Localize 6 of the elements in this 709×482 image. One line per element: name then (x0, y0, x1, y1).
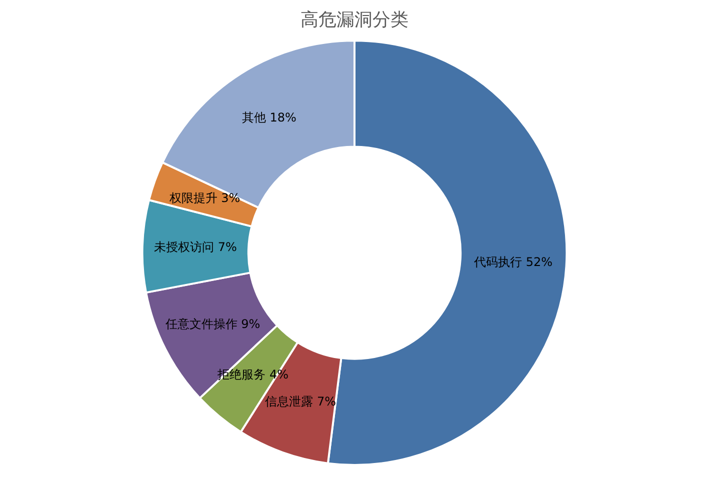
chart-title: 高危漏洞分类 (300, 9, 408, 30)
slice-label: 权限提升 3% (168, 191, 240, 206)
slice-label: 未授权访问 7% (154, 240, 237, 254)
slice-label: 其他 18% (242, 110, 296, 125)
slice-label: 代码执行 52% (473, 254, 553, 269)
slice-label: 任意文件操作 9% (164, 317, 260, 332)
